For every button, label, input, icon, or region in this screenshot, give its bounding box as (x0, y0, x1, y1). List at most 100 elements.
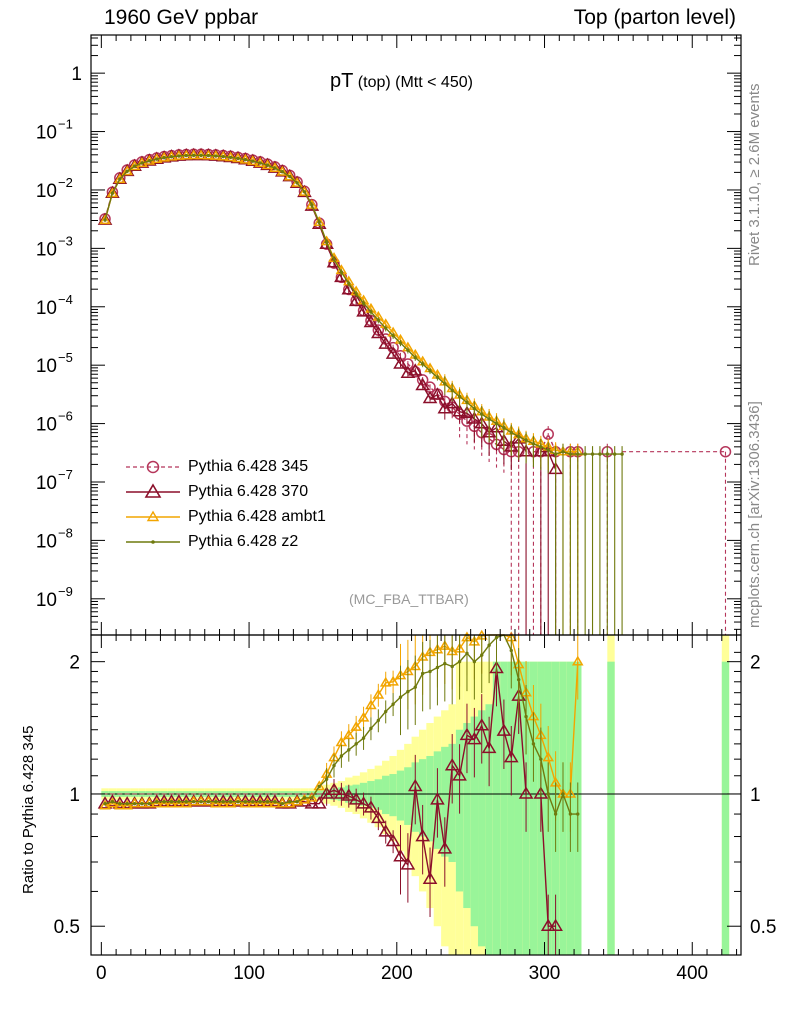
main-point-p370 (459, 405, 475, 419)
ratio-band-green (607, 661, 615, 955)
legend-label-345: Pythia 6.428 345 (188, 458, 309, 475)
main-point-p370 (215, 149, 231, 162)
ratio-point-z2 (546, 792, 550, 796)
main-point-p370 (171, 148, 187, 161)
main-point-p370 (363, 314, 379, 328)
ratio-point-z2 (524, 714, 528, 719)
main-point-z2 (125, 169, 129, 173)
ratio-point-p370 (245, 794, 261, 807)
ratio-point-p370 (437, 841, 453, 854)
ratio-point-z2 (435, 665, 440, 670)
ratio-point-z2 (561, 792, 565, 796)
ratio-point-z2 (199, 800, 203, 804)
ratio-band-green (404, 767, 412, 825)
ratio-y-tick-label-right: 0.5 (750, 917, 776, 938)
ratio-band-green (389, 774, 397, 817)
main-series-z2 (103, 153, 624, 635)
main-point-z2 (605, 452, 610, 456)
main-point-z2 (147, 159, 152, 163)
main-point-z2 (465, 400, 469, 405)
main-point-z2 (324, 240, 329, 244)
ratio-band-green (507, 661, 515, 955)
ratio-point-z2 (221, 800, 225, 804)
ratio-point-p370 (164, 794, 179, 807)
main-point-z2 (295, 181, 299, 185)
main-point-z2 (206, 153, 211, 158)
main-point-p370 (193, 147, 209, 161)
ratio-point-z2 (516, 677, 521, 682)
ratio-point-p370 (326, 782, 342, 795)
main-point-p370 (201, 147, 216, 161)
main-point-z2 (583, 452, 587, 456)
ratio-band-green (485, 704, 493, 955)
ratio-frame (90, 634, 742, 956)
ratio-band-green (463, 723, 471, 909)
main-point-z2 (339, 270, 344, 274)
ratio-point-z2 (443, 661, 447, 666)
ratio-series-layer (97, 629, 584, 955)
main-point-z2 (361, 301, 366, 305)
ratio-point-ambt1 (254, 797, 266, 808)
x-tick-label: 400 (676, 963, 708, 984)
ratio-point-z2 (295, 800, 299, 804)
legend-item-z2[interactable]: Pythia 6.428 z2 (120, 531, 440, 556)
ratio-point-z2 (169, 800, 174, 804)
main-point-z2 (162, 156, 166, 160)
main-y-tick-exponent: −6 (58, 409, 73, 424)
ratio-point-z2 (450, 664, 454, 669)
ratio-point-z2 (361, 736, 366, 740)
ratio-point-ambt1 (180, 797, 193, 808)
ratio-y-tick-label: 1 (69, 785, 80, 806)
ratio-point-ambt1 (365, 699, 377, 710)
main-point-p370 (378, 336, 394, 349)
axis-frames (90, 34, 742, 956)
main-point-ambt1 (298, 186, 311, 196)
ratio-point-ambt1 (357, 711, 370, 722)
ratio-point-z2 (147, 802, 152, 806)
legend: Pythia 6.428 345 Pythia 6.428 370 Pythia… (120, 456, 440, 556)
main-point-z2 (236, 156, 240, 161)
main-y-tick-label: 10 (36, 181, 57, 202)
ratio-point-z2 (214, 800, 218, 804)
main-line-ambt1 (104, 154, 578, 453)
ratio-band-green (514, 661, 523, 955)
ratio-point-z2 (553, 812, 558, 816)
ratio-point-p370 (238, 794, 253, 807)
ratio-point-z2 (398, 695, 403, 699)
ratio-point-ambt1 (379, 676, 392, 687)
legend-item-ambt1[interactable]: Pythia 6.428 ambt1 (120, 506, 440, 531)
main-point-ambt1 (291, 177, 303, 187)
main-point-z2 (546, 448, 550, 452)
main-point-p370 (452, 404, 467, 417)
main-y-tick-exponent: −9 (58, 584, 73, 599)
ratio-point-p370 (193, 794, 209, 807)
ratio-point-z2 (287, 800, 292, 804)
ratio-point-ambt1 (128, 797, 141, 808)
ratio-y-tick-label: 0.5 (54, 917, 80, 938)
main-point-z2 (420, 362, 425, 366)
legend-item-345[interactable]: Pythia 6.428 345 (120, 456, 440, 481)
main-y-tick-label: 10 (36, 298, 57, 319)
main-point-p370 (407, 363, 423, 376)
ratio-point-p370 (548, 918, 563, 932)
ratio-point-z2 (509, 648, 513, 653)
main-point-z2 (273, 166, 277, 170)
main-point-z2 (398, 341, 403, 345)
ratio-point-ambt1 (239, 797, 252, 808)
ratio-point-ambt1 (387, 675, 399, 686)
legend-item-370[interactable]: Pythia 6.428 370 (120, 481, 440, 506)
ratio-point-p370 (407, 778, 423, 792)
ratio-point-p370 (311, 796, 327, 809)
ratio-point-z2 (332, 763, 336, 768)
main-point-p370 (208, 148, 224, 161)
main-point-p370 (371, 325, 386, 339)
main-point-z2 (568, 452, 573, 456)
main-point-ambt1 (195, 149, 207, 160)
ratio-point-z2 (324, 777, 329, 781)
ratio-point-p370 (215, 794, 231, 807)
ratio-point-p370 (474, 718, 490, 731)
ratio-point-p370 (156, 794, 172, 807)
ratio-point-p370 (119, 796, 135, 809)
ratio-point-p370 (186, 794, 201, 807)
ratio-point-ambt1 (542, 751, 555, 762)
